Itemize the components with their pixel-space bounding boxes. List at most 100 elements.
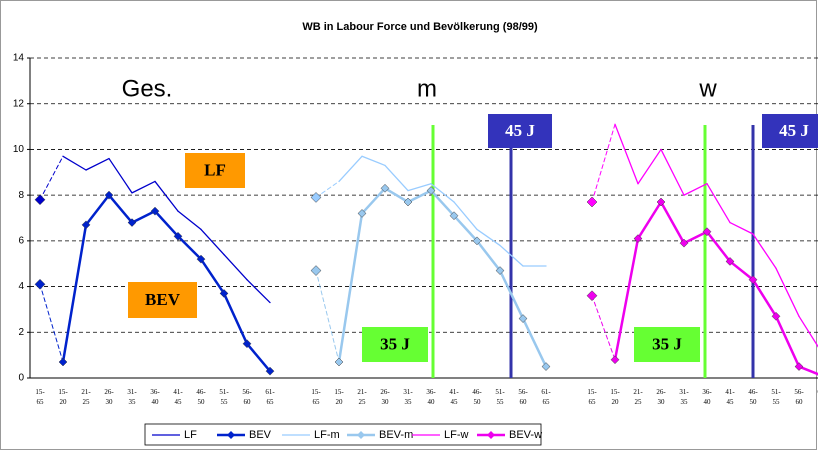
- line-segment: [476, 228, 501, 247]
- annotation-box: [634, 327, 700, 362]
- x-tick-label: 26-30: [656, 388, 666, 406]
- line-segment: [338, 155, 363, 183]
- panel-label: m: [417, 75, 437, 102]
- line-segment: [797, 365, 818, 376]
- line-segment: [315, 180, 340, 198]
- line-segment: [154, 180, 179, 212]
- x-tick-label: 31-35: [679, 388, 689, 406]
- point-marker: [58, 357, 68, 367]
- x-tick-label: 31-35: [403, 388, 413, 406]
- point-marker: [310, 265, 322, 276]
- point-marker: [173, 231, 183, 241]
- line-segment: [591, 123, 616, 203]
- line-segment: [453, 201, 478, 231]
- annotation-text: 45 J: [779, 121, 809, 140]
- point-marker: [150, 206, 160, 216]
- y-tick-label: 4: [18, 281, 24, 292]
- panel-label: w: [698, 75, 717, 102]
- line-segment: [614, 123, 639, 185]
- annotation-box: [762, 114, 818, 148]
- line-segment: [706, 183, 731, 224]
- x-tick-label: 31-35: [127, 388, 137, 406]
- x-tick-label: 56-60: [794, 388, 804, 406]
- line-segment: [683, 183, 708, 196]
- line-segment: [591, 295, 616, 361]
- line-segment: [728, 260, 755, 281]
- x-tick-label: 15-65: [587, 388, 597, 406]
- x-tick-label: 61-65: [541, 388, 551, 406]
- line-segment: [705, 230, 732, 263]
- point-marker: [518, 314, 528, 323]
- line-segment: [360, 187, 387, 215]
- x-tick-label: 41-45: [449, 388, 459, 406]
- line-segment: [659, 200, 686, 245]
- legend-label: BEV-m: [379, 429, 413, 441]
- line-segment: [246, 279, 271, 304]
- x-tick-label: 46-50: [472, 388, 482, 406]
- x-tick-label: 21-25: [357, 388, 367, 406]
- x-tick-label: 51-55: [219, 388, 229, 406]
- legend-label: BEV: [249, 429, 272, 441]
- y-tick-label: 10: [13, 144, 25, 155]
- line-segment: [384, 164, 409, 192]
- line-segment: [107, 193, 134, 224]
- point-marker: [610, 355, 620, 365]
- line-segment: [383, 187, 410, 204]
- y-tick-label: 8: [18, 190, 24, 201]
- line-segment: [613, 237, 640, 361]
- line-segment: [131, 180, 156, 194]
- line-segment: [429, 189, 456, 217]
- point-marker: [380, 183, 390, 193]
- line-segment: [498, 269, 525, 320]
- line-segment: [61, 223, 88, 364]
- x-tick-label: 36-40: [702, 388, 712, 406]
- x-tick-label: 46-50: [748, 388, 758, 406]
- point-marker: [472, 236, 482, 246]
- line-segment: [774, 315, 801, 368]
- line-segment: [361, 155, 386, 167]
- line-segment: [222, 292, 249, 345]
- point-marker: [725, 257, 735, 266]
- line-segment: [62, 155, 87, 171]
- point-marker: [81, 220, 91, 230]
- line-segment: [223, 253, 248, 281]
- point-marker: [219, 289, 229, 298]
- line-segment: [452, 214, 479, 243]
- y-tick-label: 0: [18, 373, 24, 384]
- x-tick-label: 15-20: [610, 388, 620, 406]
- panel-label: Ges.: [122, 75, 173, 102]
- x-tick-label: 15-65: [311, 388, 321, 406]
- point-marker: [586, 290, 598, 302]
- line-segment: [85, 157, 110, 171]
- x-tick-label: 41-45: [173, 388, 183, 406]
- legend-box: [144, 423, 542, 446]
- line-segment: [775, 267, 800, 317]
- point-marker: [127, 218, 137, 227]
- point-marker: [702, 227, 712, 237]
- legend-marker: [487, 431, 495, 439]
- x-tick-label: 46-50: [196, 388, 206, 406]
- annotation-box: [128, 282, 197, 318]
- line-segment: [177, 210, 202, 231]
- annotation-text: 35 J: [380, 334, 410, 353]
- line-segment: [108, 157, 133, 194]
- annotation-box: [185, 153, 245, 188]
- line-segment: [200, 228, 225, 256]
- y-tick-label: 6: [18, 235, 24, 246]
- y-tick-label: 12: [13, 98, 25, 109]
- line-segment: [407, 183, 432, 192]
- annotation-text: 45 J: [505, 121, 535, 140]
- x-tick-label: 26-30: [104, 388, 114, 406]
- legend-marker: [227, 431, 235, 439]
- line-segment: [39, 155, 64, 201]
- annotation-text: BEV: [145, 290, 181, 309]
- legend-label: LF-m: [314, 429, 340, 441]
- point-marker: [104, 190, 114, 200]
- x-tick-label: 21-25: [633, 388, 643, 406]
- x-tick-label: 51-55: [495, 388, 505, 406]
- point-marker: [794, 362, 804, 371]
- point-marker: [242, 339, 252, 349]
- point-marker: [334, 357, 344, 367]
- point-marker: [265, 366, 275, 376]
